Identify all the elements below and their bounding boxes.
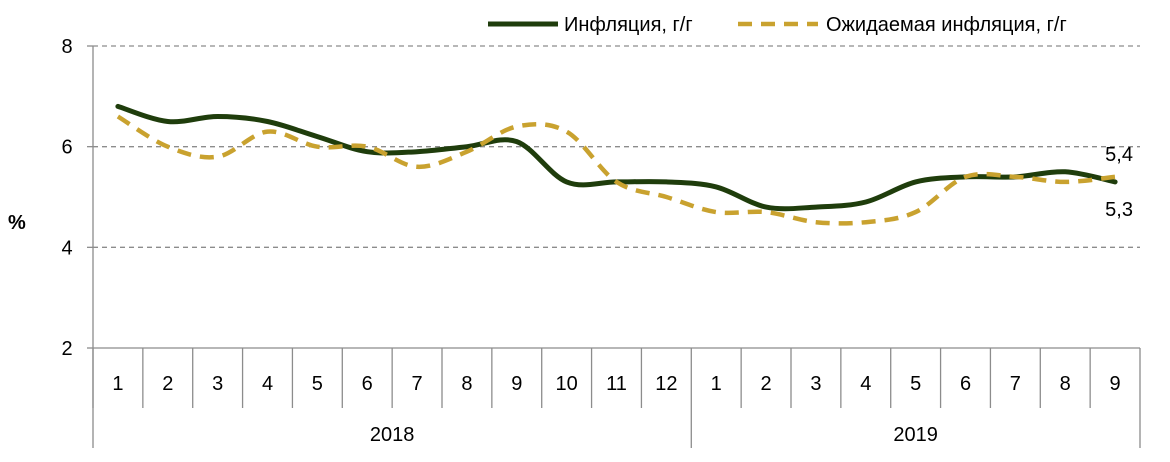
x-tick-label-month: 1 (711, 373, 722, 395)
legend: Инфляция, г/г Ожидаемая инфляция, г/г (488, 14, 1067, 36)
y-axis-label: % (8, 212, 26, 234)
y-tick-label-6: 6 (61, 137, 72, 159)
y-tick-labels: 2 4 6 8 (61, 36, 72, 360)
x-tick-label-month: 1 (112, 373, 123, 395)
x-tick-label-month: 3 (810, 373, 821, 395)
data-label-expected: 5,4 (1105, 144, 1133, 166)
x-tick-label-month: 4 (860, 373, 871, 395)
x-tick-label-month: 2 (162, 373, 173, 395)
legend-label-expected-inflation: Ожидаемая инфляция, г/г (826, 14, 1067, 36)
x-tick-label-month: 2 (761, 373, 772, 395)
x-tick-label-month: 6 (960, 373, 971, 395)
x-tick-label-month: 9 (1110, 373, 1121, 395)
x-tick-label-month: 5 (312, 373, 323, 395)
x-tick-label-month: 7 (412, 373, 423, 395)
x-tick-label-month: 5 (910, 373, 921, 395)
y-tick-label-4: 4 (61, 237, 72, 259)
data-labels: 5,4 5,3 (1105, 144, 1133, 221)
y-tick-label-2: 2 (61, 338, 72, 360)
x-tick-label-month: 7 (1010, 373, 1021, 395)
x-tick-label-month: 3 (212, 373, 223, 395)
series-lines (115, 103, 1118, 226)
series-line-inflation (115, 103, 1118, 212)
y-tick-label-8: 8 (61, 36, 72, 58)
x-tick-label-month: 6 (362, 373, 373, 395)
x-group-label-2019: 2019 (893, 424, 938, 446)
series-line-expected-inflation (116, 114, 1116, 226)
x-tick-label-month: 10 (556, 373, 578, 395)
x-tick-label-month: 11 (606, 373, 627, 395)
x-tick-label-month: 8 (461, 373, 472, 395)
x-tick-label-month: 8 (1060, 373, 1071, 395)
axes (87, 45, 1141, 448)
x-tick-label-month: 12 (655, 373, 677, 395)
x-tick-label-month: 4 (262, 373, 273, 395)
legend-label-inflation: Инфляция, г/г (564, 14, 693, 36)
x-group-label-2018: 2018 (370, 424, 415, 446)
x-tick-label-month: 9 (511, 373, 522, 395)
gridlines (93, 45, 1140, 248)
data-label-inflation: 5,3 (1105, 199, 1133, 221)
